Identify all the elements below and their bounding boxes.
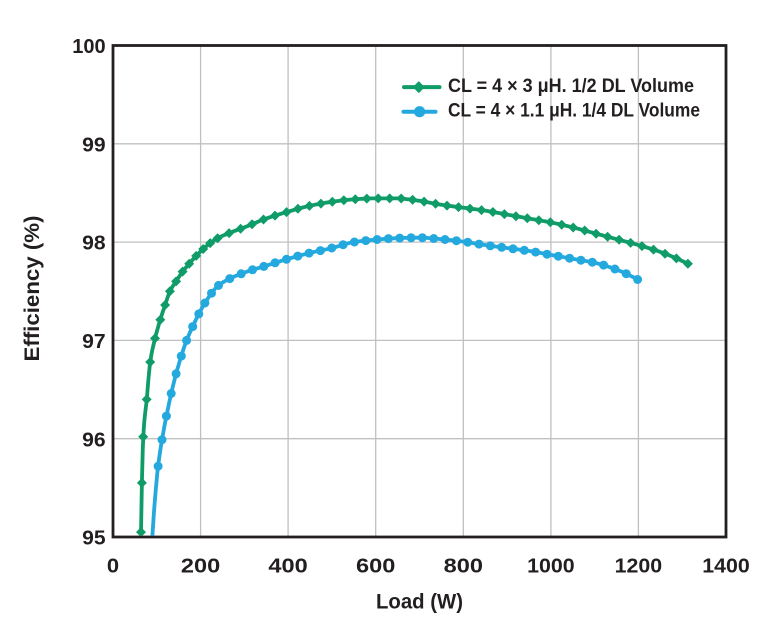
svg-text:800: 800 <box>444 555 483 578</box>
svg-text:CL = 4 × 1.1 μH. 1/4 DL Volume: CL = 4 × 1.1 μH. 1/4 DL Volume <box>448 101 700 122</box>
svg-text:97: 97 <box>82 330 106 353</box>
svg-text:1000: 1000 <box>527 555 575 578</box>
svg-text:200: 200 <box>181 555 220 578</box>
svg-text:400: 400 <box>268 555 307 578</box>
svg-text:1200: 1200 <box>615 555 663 578</box>
svg-text:98: 98 <box>82 232 106 255</box>
svg-text:Efficiency (%): Efficiency (%) <box>21 216 44 362</box>
svg-text:1400: 1400 <box>702 555 750 578</box>
svg-text:600: 600 <box>356 555 395 578</box>
svg-text:95: 95 <box>82 527 106 550</box>
svg-text:99: 99 <box>82 133 106 156</box>
svg-text:96: 96 <box>82 428 106 451</box>
svg-text:100: 100 <box>72 35 105 58</box>
svg-text:Load (W): Load (W) <box>376 591 463 614</box>
svg-text:0: 0 <box>107 555 119 578</box>
svg-text:CL = 4 × 3 μH. 1/2 DL Volume: CL = 4 × 3 μH. 1/2 DL Volume <box>448 76 694 97</box>
